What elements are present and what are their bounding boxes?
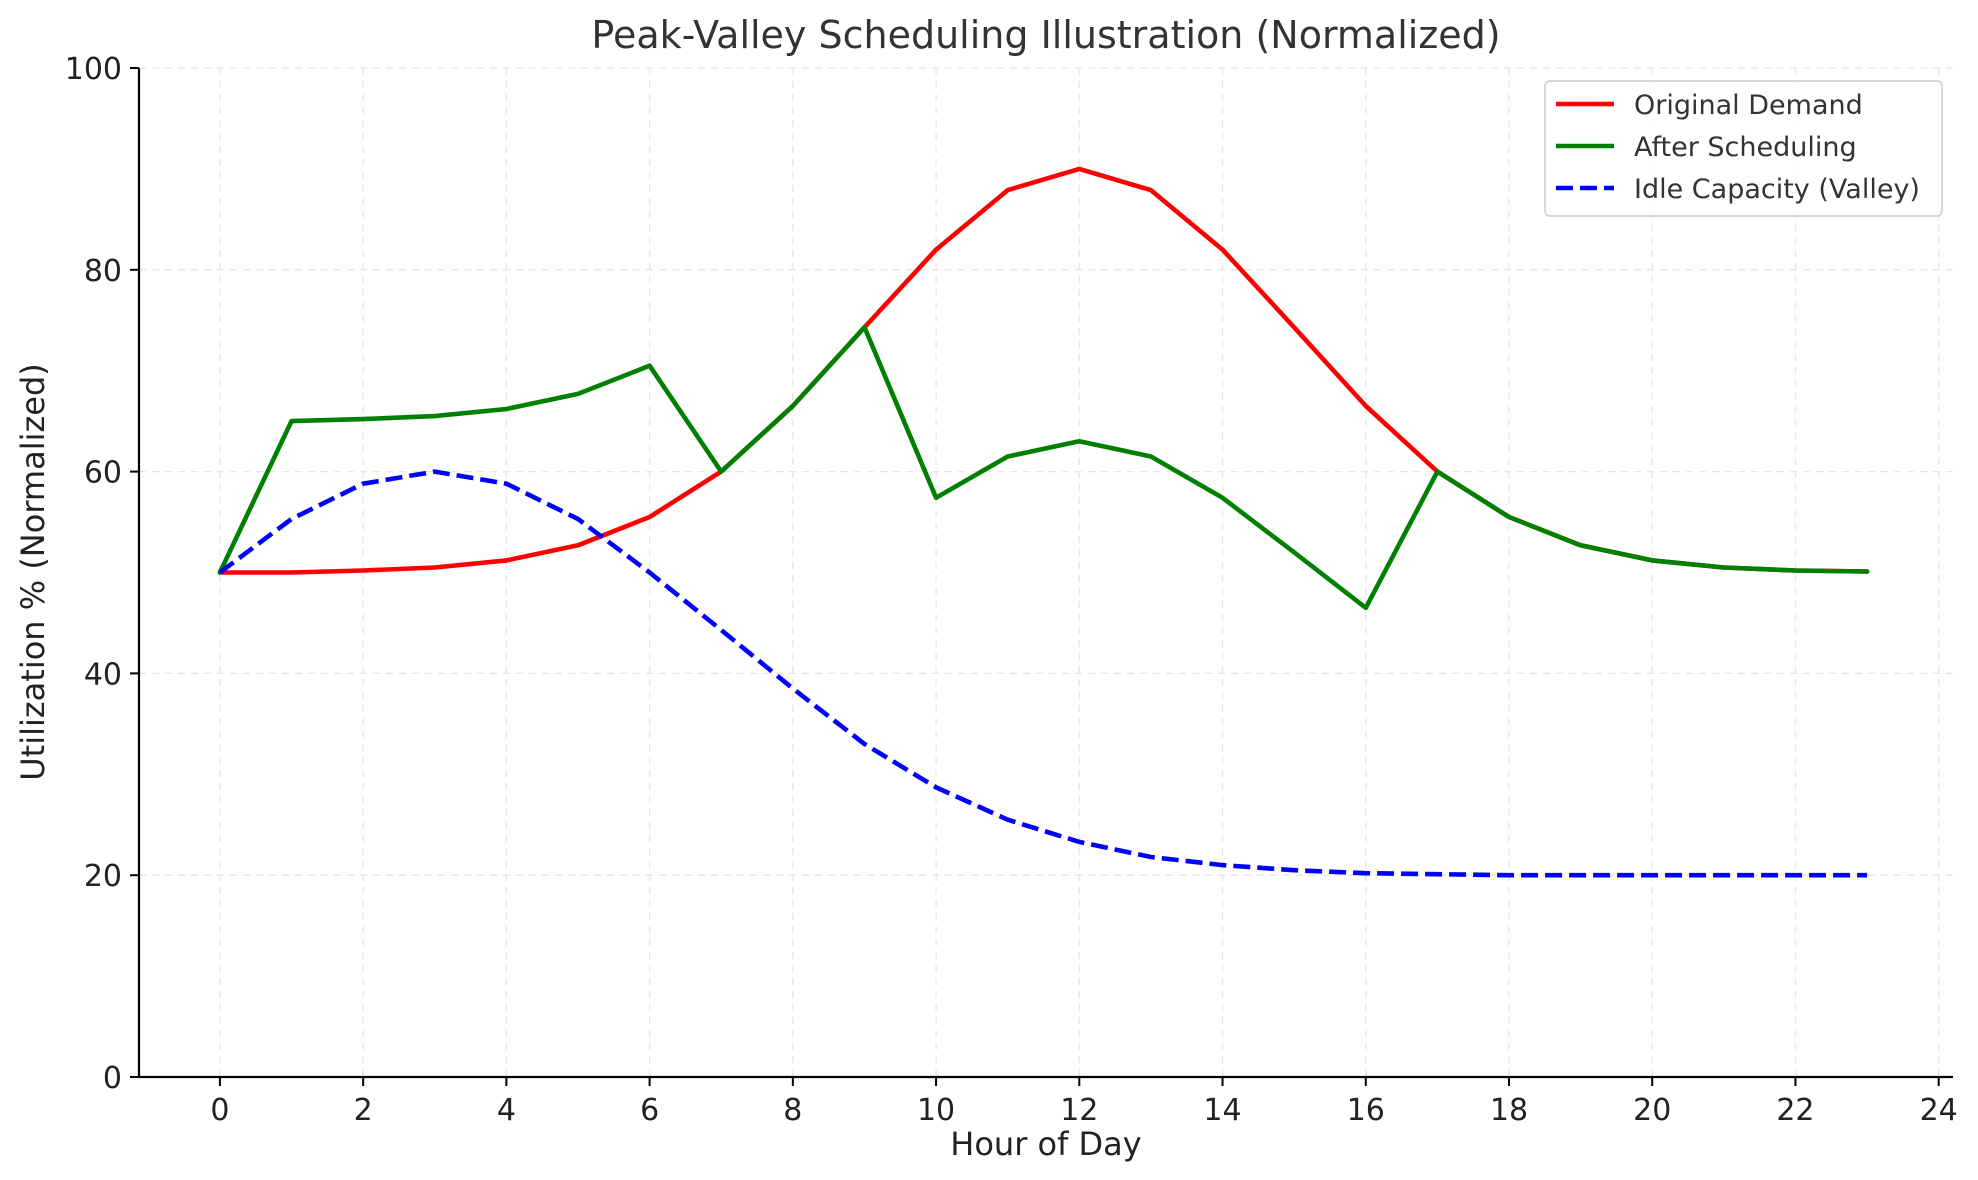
y-tick-label: 80 bbox=[84, 254, 122, 289]
x-tick-label: 22 bbox=[1776, 1093, 1814, 1128]
legend-label-1: Original Demand bbox=[1634, 90, 1863, 121]
x-tick-label: 2 bbox=[354, 1093, 373, 1128]
x-tick-label: 0 bbox=[210, 1093, 229, 1128]
x-tick-label: 18 bbox=[1490, 1093, 1528, 1128]
x-axis-label: Hour of Day bbox=[950, 1125, 1141, 1163]
plot-series bbox=[217, 166, 1870, 878]
x-tick-label: 20 bbox=[1633, 1093, 1671, 1128]
x-tick-label: 6 bbox=[640, 1093, 659, 1128]
x-tick-label: 16 bbox=[1347, 1093, 1385, 1128]
y-tick-label: 60 bbox=[84, 456, 122, 491]
legend-label-3: Idle Capacity (Valley) bbox=[1634, 174, 1920, 205]
y-tick-label: 40 bbox=[84, 657, 122, 692]
x-tick-label: 24 bbox=[1920, 1093, 1958, 1128]
x-tick-label: 8 bbox=[783, 1093, 802, 1128]
x-tick-label: 14 bbox=[1203, 1093, 1241, 1128]
x-tick-label: 10 bbox=[917, 1093, 955, 1128]
series-line-2 bbox=[217, 324, 1870, 611]
y-tick-label: 100 bbox=[65, 52, 122, 87]
y-axis-label: Utilization % (Normalized) bbox=[14, 363, 52, 781]
chart-title: Peak-Valley Scheduling Illustration (Nor… bbox=[591, 13, 1500, 57]
x-tick-label: 4 bbox=[497, 1093, 516, 1128]
series-line-3 bbox=[218, 469, 1868, 878]
legend-frame bbox=[1544, 80, 1943, 217]
y-tick-label: 0 bbox=[103, 1061, 122, 1096]
y-tick-label: 20 bbox=[84, 859, 122, 894]
x-tick-label: 12 bbox=[1060, 1093, 1098, 1128]
legend-label-2: After Scheduling bbox=[1634, 132, 1857, 163]
legend: Original Demand After Scheduling Idle Capa… bbox=[1544, 80, 1943, 217]
